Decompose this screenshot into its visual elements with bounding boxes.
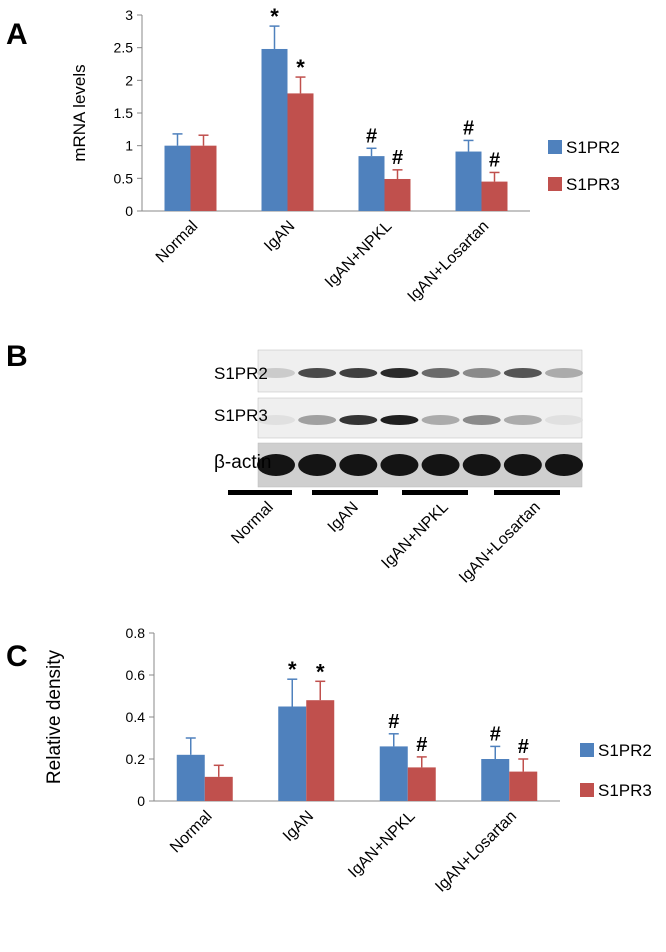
blot-band [298,454,337,476]
chart-c-y-tick-label: 0.4 [126,709,146,725]
blot-band [462,454,501,476]
chart-a-bar-s1pr3 [287,93,314,211]
chart-c-y-tick-label: 0.2 [126,751,146,767]
chart-a-y-tick-label: 3 [125,7,133,23]
blot-band [298,415,337,425]
blot-band [339,415,378,425]
chart-a-bar-s1pr2 [164,145,191,211]
blot-group-bar [494,490,560,495]
chart-c-y-axis-label: Relative density [44,649,65,784]
blot-band [339,454,378,476]
chart-a-legend-swatch-s1pr3 [548,177,562,191]
chart-c-legend-swatch-s1pr2 [580,743,594,757]
blot-band [462,368,501,378]
blot-band [380,454,419,476]
blot-band [339,368,378,378]
chart-c-bar-s1pr2 [379,746,408,801]
blot-group-label: IgAN+NPKL [378,499,451,572]
blot-band [503,368,542,378]
chart-a-legend-label-s1pr2: S1PR2 [566,138,620,157]
chart-a-significance-mark: # [366,125,377,147]
blot-band [545,454,583,476]
chart-c-legend-label-s1pr3: S1PR3 [598,781,652,800]
chart-c-bar-s1pr2 [481,759,510,801]
chart-a-significance-mark: # [463,117,474,139]
chart-c-significance-mark: # [388,711,399,733]
chart-c-significance-mark: # [518,736,529,758]
chart-a-y-tick-label: 1.5 [114,105,134,121]
chart-c-significance-mark: * [316,659,325,684]
chart-a-significance-mark: * [270,4,279,29]
blot-band [462,415,501,425]
blot-band [257,415,295,425]
chart-a-significance-mark: * [296,55,305,80]
chart-c-y-tick-label: 0.8 [126,625,146,641]
chart-c-bar-s1pr3 [407,767,436,801]
chart-c-significance-mark: # [416,734,427,756]
chart-a-bar-s1pr2 [455,151,482,211]
blot-band [380,368,419,378]
chart-c-category-label: IgAN+Losartan [432,808,520,896]
panel-letter-a: A [6,18,28,51]
chart-a-bar-s1pr3 [384,178,411,211]
chart-a-significance-mark: # [489,149,500,171]
chart-c-bar-s1pr3 [306,700,335,801]
chart-a-y-tick-label: 2.5 [114,40,134,56]
blot-band [257,454,295,476]
chart-a-significance-mark: # [392,147,403,169]
chart-a-bar-s1pr2 [261,48,288,212]
blot-group-bar [402,490,468,495]
chart-c-bar-s1pr3 [509,771,538,801]
blot-band [298,368,337,378]
chart-a-category-label: IgAN+Losartan [405,218,493,306]
blot-band [257,368,295,378]
chart-a-category-label: IgAN+NPKL [322,218,395,291]
blot-group-label: IgAN+Losartan [456,499,544,587]
panel-letter-c: C [6,640,28,673]
chart-a-legend-label-s1pr3: S1PR3 [566,175,620,194]
chart-a-category-label: IgAN [261,218,298,255]
chart-c-legend-swatch-s1pr3 [580,783,594,797]
chart-c-y-tick-label: 0 [137,793,145,809]
blot-band [545,415,583,425]
chart-c-category-label: IgAN [280,808,317,845]
blot-row-label-s1pr2: S1PR2 [214,364,268,383]
blot-band [503,415,542,425]
chart-a-y-tick-label: 2 [125,72,133,88]
chart-c-legend-label-s1pr2: S1PR2 [598,741,652,760]
chart-c-significance-mark: * [288,657,297,682]
chart-a-bar-s1pr3 [190,145,217,211]
chart-c-bar-s1pr2 [278,706,307,801]
blot-group-label: IgAN [325,499,362,536]
chart-c-bar-s1pr2 [176,754,205,801]
blot-band [421,368,460,378]
chart-a-legend-swatch-s1pr2 [548,140,562,154]
chart-a-y-tick-label: 0.5 [114,170,134,186]
blot-group-bar [312,490,378,495]
chart-a-y-tick-label: 1 [125,138,133,154]
chart-c-category-label: Normal [167,808,215,856]
chart-a-category-label: Normal [153,218,201,266]
blot-row-label-beta-actin: β-actin [214,452,272,473]
chart-c-bar-s1pr3 [204,776,233,801]
panel-letter-b: B [6,340,28,373]
chart-c-category-label: IgAN+NPKL [345,808,418,881]
chart-a-y-axis-label: mRNA levels [70,64,89,161]
chart-a-y-tick-label: 0 [125,203,133,219]
blot-band [545,368,583,378]
blot-row-label-s1pr3: S1PR3 [214,406,268,425]
chart-c-significance-mark: # [490,723,501,745]
blot-band [503,454,542,476]
blot-band [421,415,460,425]
blot-band [421,454,460,476]
blot-group-label: Normal [228,499,276,547]
chart-a-bar-s1pr3 [481,181,508,211]
chart-a-bar-s1pr2 [358,156,385,211]
blot-band [380,415,419,425]
chart-c-y-tick-label: 0.6 [126,667,146,683]
blot-group-bar [228,490,292,495]
